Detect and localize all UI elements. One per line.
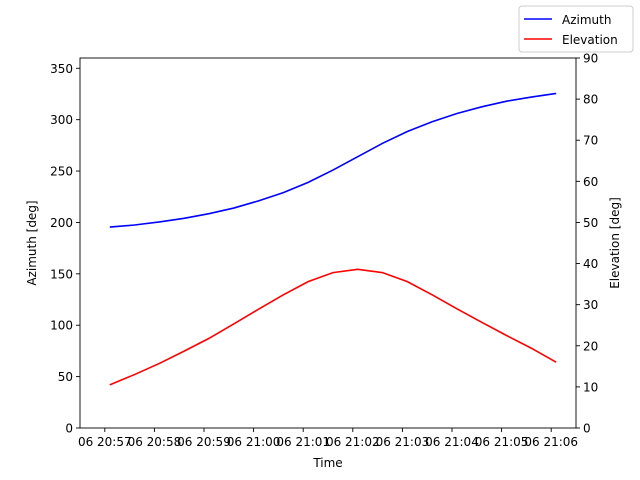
left-tick-label: 100 <box>50 319 73 333</box>
series-lines <box>109 92 557 386</box>
x-tick-label: 06 21:01 <box>276 435 330 449</box>
left-tick-label: 200 <box>50 216 73 230</box>
right-tick-label: 30 <box>583 298 598 312</box>
right-tick-label: 50 <box>583 216 598 230</box>
x-axis-label: Time <box>312 456 342 470</box>
left-tick-label: 50 <box>58 370 73 384</box>
right-tick-label: 10 <box>583 380 598 394</box>
right-tick-label: 20 <box>583 339 598 353</box>
left-tick-label: 250 <box>50 165 73 179</box>
right-tick-label: 40 <box>583 257 598 271</box>
left-tick-label: 350 <box>50 62 73 76</box>
left-axis-ticks: 0 50 100 150 200 250 300 350 <box>50 62 80 436</box>
series-line-elevation <box>109 268 557 386</box>
x-tick-label: 06 21:02 <box>326 435 380 449</box>
legend-box <box>518 5 634 53</box>
legend-elevation-label: Elevation <box>562 33 618 47</box>
right-axis-label: Elevation [deg] <box>608 197 622 289</box>
legend-azimuth-label: Azimuth <box>562 13 611 27</box>
left-tick-label: 150 <box>50 267 73 281</box>
right-tick-label: 0 <box>583 422 591 436</box>
x-tick-label: 06 20:57 <box>78 435 132 449</box>
series-line-azimuth <box>109 92 557 228</box>
x-tick-label: 06 21:06 <box>524 435 578 449</box>
right-tick-label: 60 <box>583 175 598 189</box>
right-tick-label: 70 <box>583 134 598 148</box>
x-tick-label: 06 21:05 <box>475 435 529 449</box>
x-tick-label: 06 20:58 <box>128 435 182 449</box>
right-axis-ticks: 0 10 20 30 40 50 60 70 80 90 <box>576 52 598 436</box>
left-tick-label: 0 <box>65 422 73 436</box>
axes-frame <box>79 57 577 429</box>
left-tick-label: 300 <box>50 113 73 127</box>
x-tick-label: 06 21:03 <box>376 435 430 449</box>
x-tick-label: 06 20:59 <box>177 435 231 449</box>
x-tick-label: 06 21:00 <box>227 435 281 449</box>
legend: Azimuth Elevation <box>518 5 634 53</box>
x-tick-label: 06 21:04 <box>425 435 479 449</box>
right-tick-label: 90 <box>583 52 598 66</box>
right-tick-label: 80 <box>583 93 598 107</box>
plot-area: 0 50 100 150 200 250 300 350 0 10 20 30 40 50 60 70 80 9… <box>50 52 598 450</box>
left-axis-label: Azimuth [deg] <box>25 200 39 285</box>
